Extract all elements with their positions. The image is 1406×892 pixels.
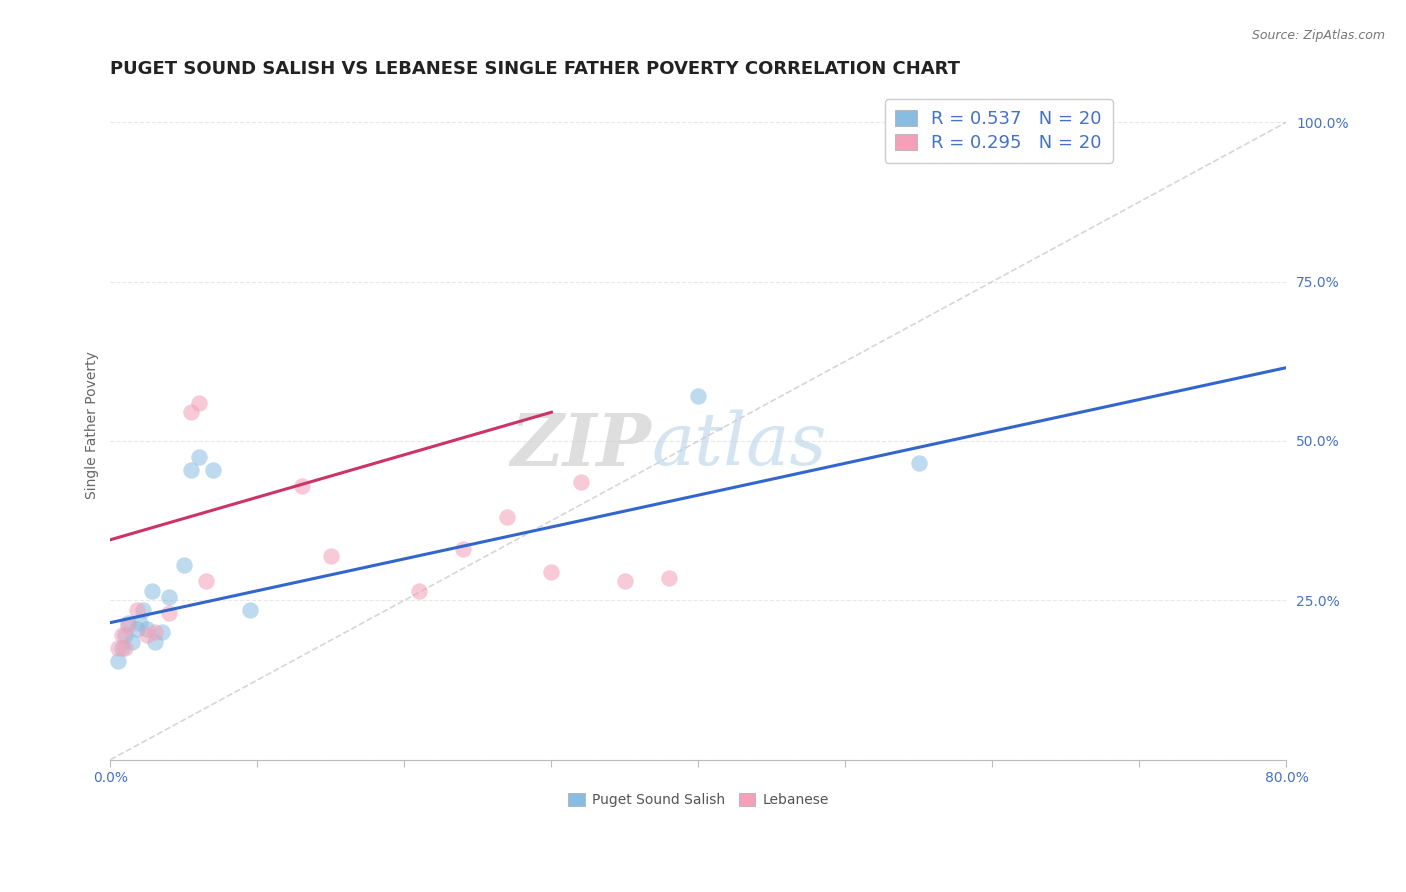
Point (125, 622, 148, 636)
Point (180, 462, 202, 476)
Point (114, 641, 136, 656)
Point (141, 583, 163, 598)
Point (117, 615, 139, 630)
Point (107, 654, 129, 668)
Point (143, 634, 166, 648)
Point (202, 462, 225, 476)
Point (136, 628, 159, 642)
Point (143, 625, 166, 640)
Point (117, 619, 139, 633)
Point (319, 549, 342, 563)
Point (180, 405, 202, 419)
Point (613, 574, 636, 589)
Text: Source: ZipAtlas.com: Source: ZipAtlas.com (1251, 29, 1385, 42)
Point (173, 558, 195, 573)
Point (496, 510, 519, 524)
Point (569, 475, 592, 490)
Point (136, 622, 159, 636)
Text: ZIP: ZIP (510, 409, 651, 481)
Point (114, 628, 136, 642)
Point (194, 574, 217, 589)
Point (111, 641, 134, 656)
Point (290, 478, 312, 492)
Point (157, 590, 180, 604)
Point (187, 395, 209, 409)
Point (408, 583, 430, 598)
Point (150, 625, 173, 640)
Point (540, 565, 562, 579)
Point (128, 615, 150, 630)
Point (132, 603, 155, 617)
Point (908, 456, 931, 470)
Point (187, 450, 209, 464)
Point (688, 389, 710, 403)
Point (239, 603, 262, 617)
Point (111, 628, 134, 642)
Legend: Puget Sound Salish, Lebanese: Puget Sound Salish, Lebanese (562, 788, 834, 813)
Point (157, 606, 180, 620)
Text: atlas: atlas (651, 409, 827, 480)
Y-axis label: Single Father Poverty: Single Father Poverty (86, 351, 100, 499)
Point (125, 603, 148, 617)
Text: PUGET SOUND SALISH VS LEBANESE SINGLE FATHER POVERTY CORRELATION CHART: PUGET SOUND SALISH VS LEBANESE SINGLE FA… (111, 60, 960, 78)
Point (107, 641, 129, 656)
Point (451, 542, 474, 557)
Point (121, 634, 143, 648)
Point (658, 571, 681, 585)
